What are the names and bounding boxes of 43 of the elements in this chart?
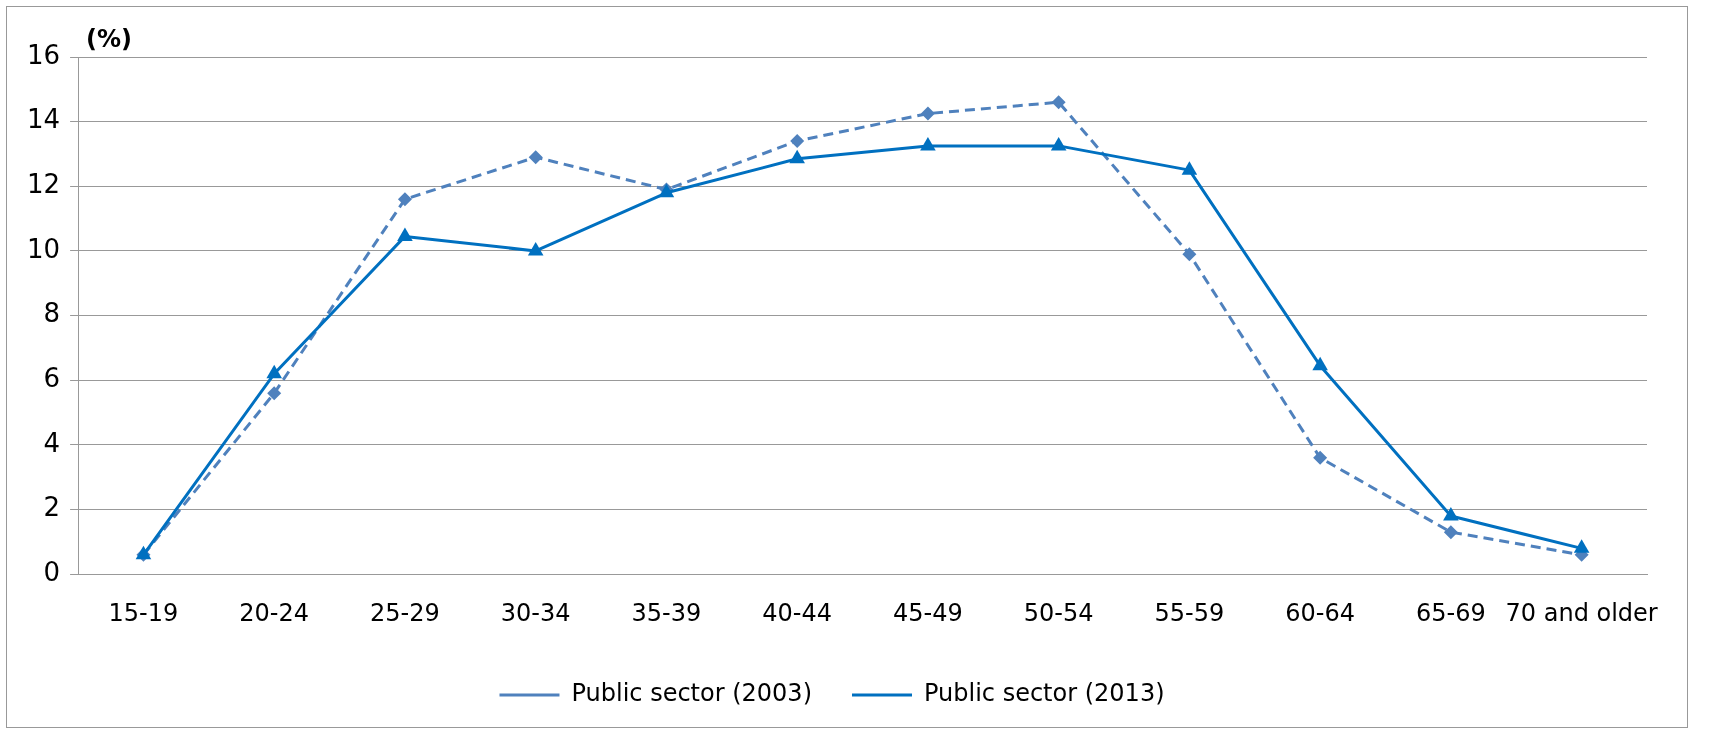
y-tick-label: 12 [26, 169, 61, 200]
point [920, 136, 936, 151]
point [528, 150, 543, 165]
point [267, 386, 282, 401]
x-tick-label: 40-44 [762, 598, 833, 627]
legend-label: Public sector (2003) [571, 679, 812, 708]
y-tick-label: 10 [26, 233, 61, 264]
point [1050, 136, 1067, 151]
point [266, 364, 282, 379]
point [1443, 507, 1459, 521]
point [1051, 95, 1066, 110]
point [1181, 161, 1198, 175]
x-tick-label: 65-69 [1416, 598, 1486, 627]
point [397, 227, 413, 241]
x-tick-label: 20-24 [239, 598, 310, 627]
y-tick-label: 14 [26, 104, 61, 135]
x-tick-label: 60-64 [1285, 598, 1356, 627]
point [1182, 247, 1197, 262]
point [1312, 356, 1328, 371]
legend-label: Public sector (2013) [924, 679, 1165, 708]
x-tick-label: 55-59 [1154, 598, 1225, 627]
x-tick-label: 15-19 [108, 598, 179, 627]
y-tick-label: 16 [26, 39, 61, 70]
x-tick-label: 30-34 [500, 598, 571, 627]
point [920, 106, 935, 121]
y-tick-label: 2 [43, 492, 61, 523]
point [789, 149, 805, 164]
y-tick-label: 6 [43, 363, 61, 393]
y-tick-label: 0 [43, 556, 61, 587]
x-tick-label: 50-54 [1023, 598, 1094, 627]
point [527, 241, 544, 256]
point [1313, 450, 1328, 465]
x-tick-label: 45-49 [893, 598, 963, 627]
y-axis-title: (%) [86, 25, 133, 54]
x-tick-label: 25-29 [370, 598, 440, 627]
x-tick-label: 70 and older [1505, 598, 1658, 627]
point [397, 192, 412, 207]
y-tick-label: 8 [43, 298, 61, 329]
point [1573, 539, 1590, 553]
x-tick-label: 35-39 [631, 598, 702, 627]
point [1443, 525, 1458, 540]
y-tick-label: 4 [43, 427, 61, 458]
point [790, 134, 805, 149]
